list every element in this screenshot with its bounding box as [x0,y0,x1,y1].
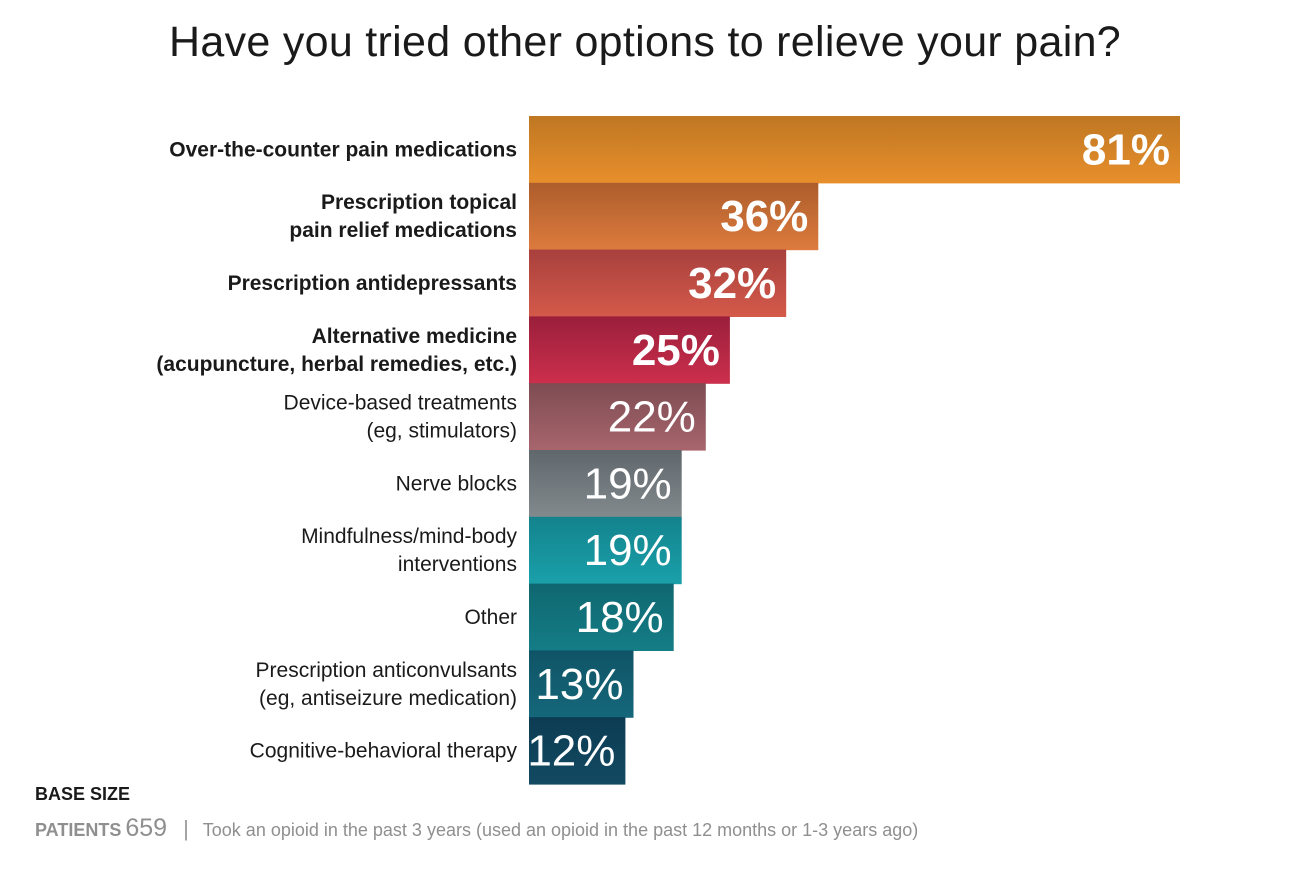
footer-separator: | [183,816,189,841]
footer-row: PATIENTS 659 | Took an opioid in the past 3… [35,814,918,843]
bar-8 [529,650,634,718]
category-label-line: (eg, antiseizure medication) [259,687,517,710]
base-size-note: Took an opioid in the past 3 years (used… [202,820,919,840]
patients-label: PATIENTS [35,820,122,840]
category-label-line: Cognitive-behavioral therapy [250,740,518,763]
bar-value-label: 12% [527,727,615,776]
bars-group [529,116,1180,785]
bar-value-label: 19% [584,459,672,508]
category-label: Mindfulness/mind-body interventions [301,525,517,576]
bar-0 [529,116,1180,184]
category-label: Prescription antidepressants [228,272,517,295]
bar-value-label: 22% [608,393,696,442]
category-label-line: pain relief medications [289,219,517,242]
bar-7 [529,583,674,651]
value-labels-group: 81% 36% 32% 25% 22% 19% 19% 18% 13% 12% [527,125,1170,775]
category-label-line: (acupuncture, herbal remedies, etc.) [156,353,517,376]
bar-5 [529,450,682,518]
bar-4 [529,383,706,451]
category-label-line: Alternative medicine [312,325,517,348]
bar-2 [529,249,787,317]
category-label-line: Nerve blocks [396,472,517,495]
category-label-line: interventions [398,553,517,576]
bar-value-label: 32% [688,259,776,308]
category-label: Cognitive-behavioral therapy [250,740,518,763]
category-label: Other [464,606,517,629]
category-label-line: Prescription antidepressants [228,272,517,295]
category-label: Over-the-counter pain medications [169,138,517,161]
category-labels-group: Over-the-counter pain medications Prescri… [156,138,517,762]
bar-value-label: 81% [1082,125,1170,174]
category-label: Prescription topical pain relief medicati… [289,191,517,242]
bar-6 [529,516,682,585]
bar-9 [529,717,626,785]
bar-value-label: 36% [720,192,808,241]
chart-title: Have you tried other options to relieve … [169,18,1121,66]
base-size-label: BASE SIZE [35,784,131,804]
category-label-line: Other [464,606,517,629]
bar-value-label: 18% [576,593,664,642]
bar-value-label: 19% [584,526,672,575]
category-label: Alternative medicine (acupuncture, herbal… [156,325,517,376]
patients-count: 659 [125,814,168,842]
category-label-line: Over-the-counter pain medications [169,138,517,161]
category-label: Device-based treatments (eg, stimulators) [284,392,517,443]
category-label-line: Device-based treatments [284,392,517,415]
bar-value-label: 13% [535,660,623,709]
bar-1 [529,182,819,251]
category-label-line: (eg, stimulators) [366,420,517,443]
bar-3 [529,316,730,384]
category-label: Prescription anticonvulsants (eg, antisei… [256,659,517,710]
category-label-line: Prescription topical [321,191,517,214]
bar-value-label: 25% [632,326,720,375]
category-label: Nerve blocks [396,472,517,495]
category-label-line: Prescription anticonvulsants [256,659,517,682]
category-label-line: Mindfulness/mind-body [301,525,517,548]
